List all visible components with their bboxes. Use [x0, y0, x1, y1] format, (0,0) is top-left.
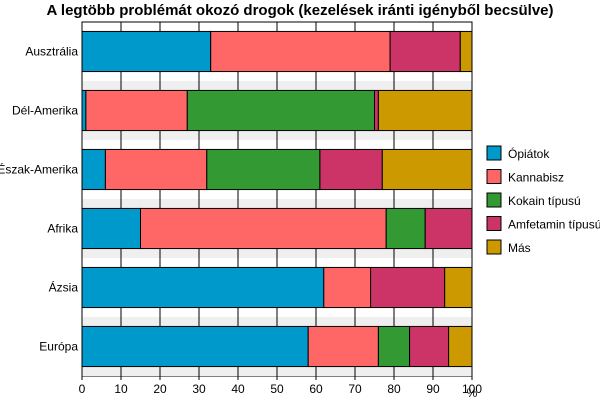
- x-unit-label: %: [467, 386, 478, 400]
- bar-segment: [389, 30, 461, 73]
- bar-segment: [104, 148, 208, 191]
- bars: [81, 30, 473, 368]
- bar-segment: [323, 266, 372, 309]
- legend-label: Amfetamin típusú: [508, 218, 600, 232]
- x-axis: 0 10 20 30 40 50 60 70 80 90 100%: [79, 376, 482, 400]
- bar-segment: [381, 148, 473, 191]
- category-label: Afrika: [47, 222, 78, 236]
- x-tick-label: 70: [348, 382, 362, 396]
- x-tick-label: 0: [79, 382, 86, 396]
- x-tick-label: 30: [192, 382, 206, 396]
- legend-swatch: [486, 239, 502, 255]
- bar-segment: [210, 30, 391, 73]
- x-tick-label: 90: [426, 382, 440, 396]
- category-label: Észak-Amerika: [0, 162, 78, 177]
- bar-segment: [85, 89, 188, 132]
- x-tick-label: 100: [462, 382, 482, 396]
- bar-segment: [81, 207, 141, 250]
- bar-segment: [377, 325, 411, 368]
- category-labels: Ausztrália Dél-Amerika Észak-Amerika Afrika…: [0, 45, 78, 354]
- legend-label: Kannabisz: [508, 171, 564, 185]
- gridlines: [81, 22, 473, 376]
- bar-segment: [81, 30, 212, 73]
- x-tick-label: 40: [231, 382, 245, 396]
- x-tick-label: 20: [153, 382, 167, 396]
- legend-swatch: [486, 169, 502, 184]
- bar-segment: [81, 148, 106, 191]
- category-label: Ausztrália: [25, 45, 78, 59]
- bar-segment: [424, 207, 473, 250]
- bar-segment: [186, 89, 375, 132]
- bar-segment: [374, 89, 379, 132]
- bar-segment: [444, 266, 473, 309]
- bar-segment: [81, 325, 309, 368]
- category-label: Dél-Amerika: [12, 104, 78, 118]
- legend-label: Más: [508, 241, 531, 255]
- bar-segment: [319, 148, 383, 191]
- legend-swatch: [486, 192, 502, 208]
- legend: Ópiátok Kannabisz Kokain típusú Amfetamin t…: [486, 145, 600, 255]
- bar-segment: [409, 325, 450, 368]
- bar-segment: [459, 30, 473, 73]
- x-tick-label: 60: [309, 382, 323, 396]
- x-tick-label: 10: [114, 382, 128, 396]
- x-tick-label: 50: [270, 382, 284, 396]
- category-label: Ázsia: [49, 280, 79, 295]
- bar-segment: [448, 325, 473, 368]
- legend-swatch: [486, 145, 502, 161]
- legend-label: Kokain típusú: [508, 194, 581, 208]
- category-label: Európa: [39, 340, 78, 354]
- bar-segment: [370, 266, 446, 309]
- bar-segment: [377, 89, 473, 132]
- legend-label: Ópiátok: [508, 146, 550, 161]
- legend-swatch: [486, 216, 502, 231]
- bar-segment: [385, 207, 426, 250]
- bar-segment: [307, 325, 379, 368]
- chart-title: A legtöbb problémát okozó drogok (kezelé…: [46, 2, 553, 19]
- bar-segment: [81, 266, 325, 309]
- x-tick-label: 80: [387, 382, 401, 396]
- bar-segment: [140, 207, 387, 250]
- bar-segment: [206, 148, 321, 191]
- bar-segment: [81, 89, 87, 132]
